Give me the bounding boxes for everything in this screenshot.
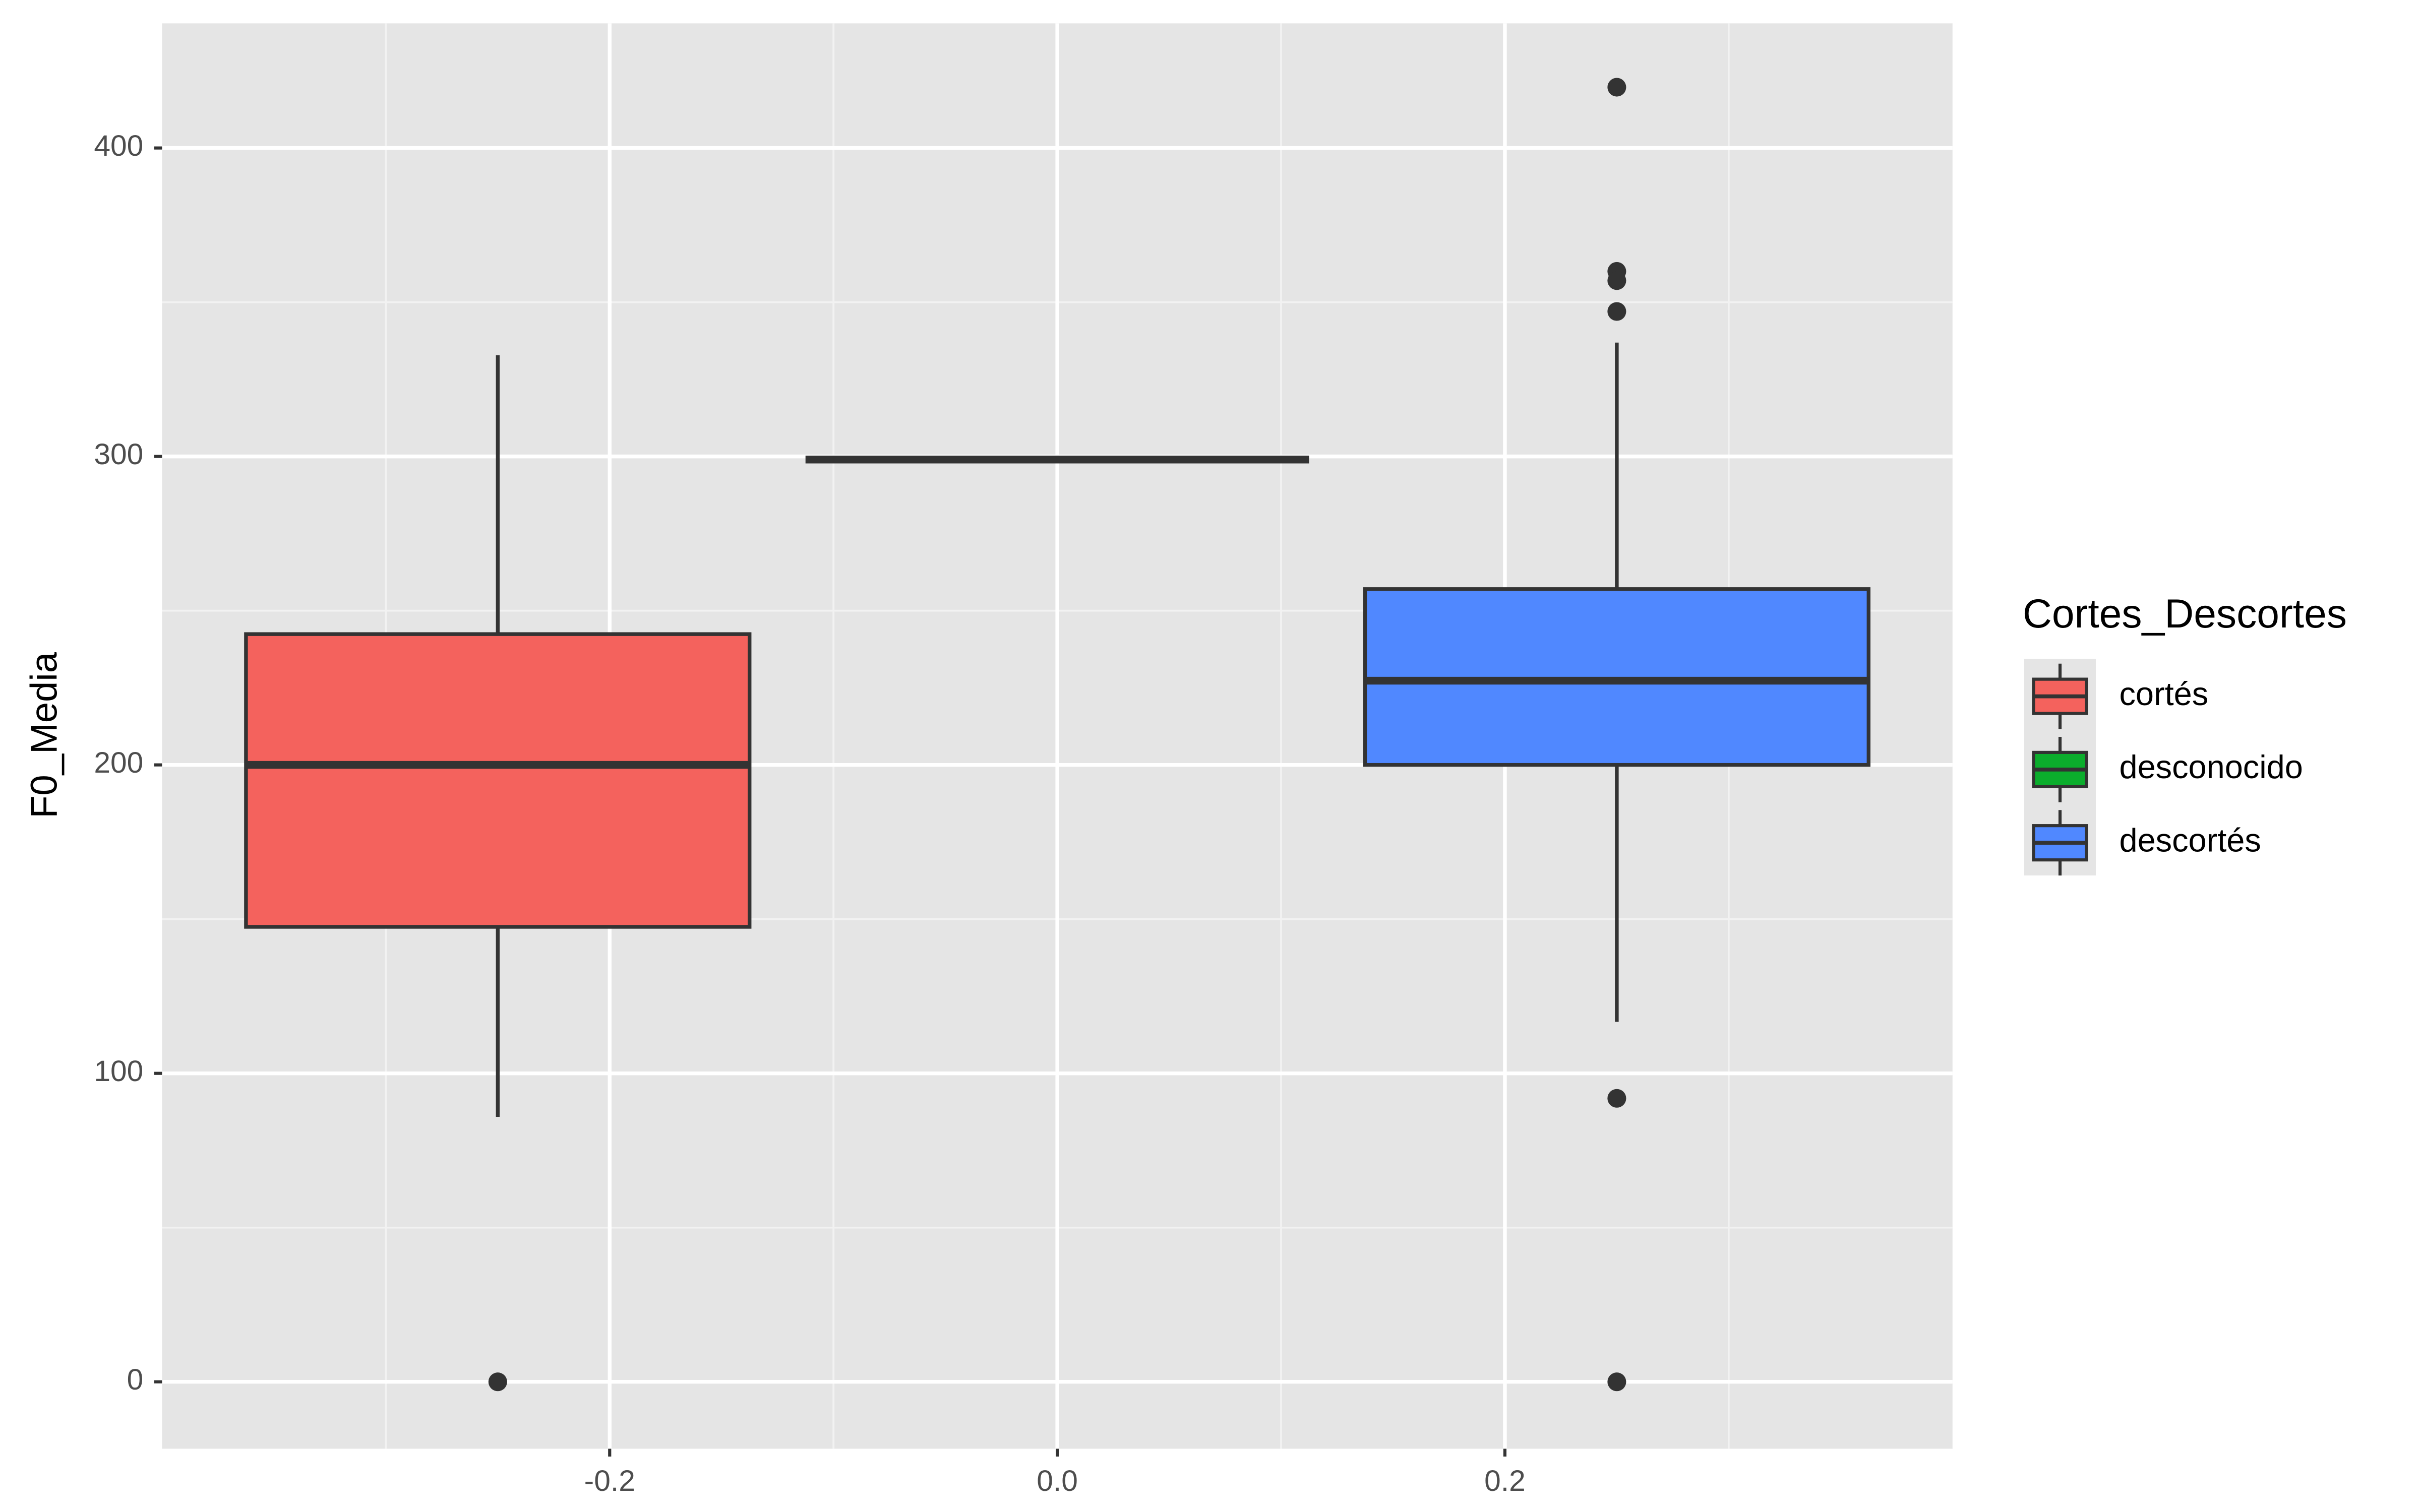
y-tick-label: 400 bbox=[94, 130, 143, 162]
y-axis-label: F0_Media bbox=[23, 652, 65, 818]
outlier bbox=[1607, 271, 1626, 290]
outlier bbox=[488, 1372, 507, 1392]
y-tick-label: 100 bbox=[94, 1055, 143, 1088]
legend-title: Cortes_Descortes bbox=[2023, 591, 2347, 637]
box bbox=[244, 632, 752, 929]
outlier bbox=[1607, 1372, 1626, 1392]
legend-label: descortés bbox=[2119, 822, 2261, 858]
x-tick-label: 0.2 bbox=[1484, 1465, 1526, 1497]
outlier bbox=[1607, 1089, 1626, 1108]
x-tick-label: -0.2 bbox=[584, 1465, 635, 1497]
y-tick-label: 200 bbox=[94, 746, 143, 779]
outlier bbox=[1607, 78, 1626, 97]
x-tick-label: 0.0 bbox=[1037, 1465, 1078, 1497]
y-tick-label: 300 bbox=[94, 438, 143, 471]
outlier bbox=[1607, 302, 1626, 321]
legend-label: cortés bbox=[2119, 675, 2208, 712]
legend-label: desconocido bbox=[2119, 748, 2303, 785]
y-tick-label: 0 bbox=[127, 1363, 144, 1396]
